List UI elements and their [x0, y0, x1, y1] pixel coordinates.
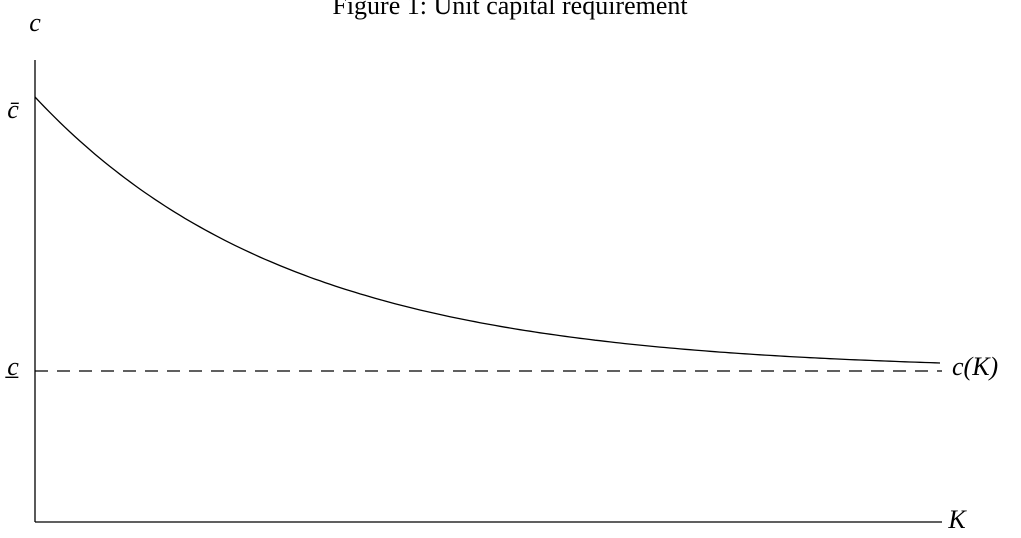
lower-bound-label: c̲ [5, 352, 19, 381]
figure-title: Figure 1: Unit capital requirement [332, 0, 688, 20]
curve [34, 96, 941, 364]
curve-label: c(K) [952, 352, 998, 381]
x-axis-label: K [947, 505, 967, 534]
upper-bound-label: c̄ [7, 95, 19, 124]
y-axis-label: c [29, 8, 41, 37]
